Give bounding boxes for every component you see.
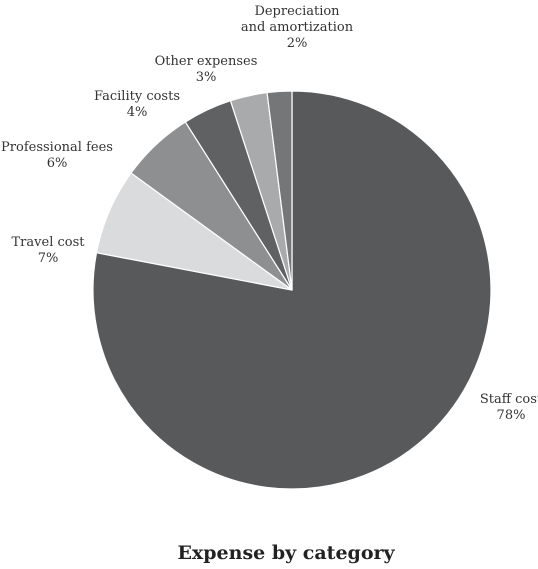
slice-percent-label: 3% <box>196 70 217 85</box>
slice-category-label: Professional fees <box>1 140 113 155</box>
slice-label-staff-cost: Staff cost 78% <box>480 392 538 423</box>
pie-slice-staff-cost <box>92 90 492 490</box>
chart-title: Expense by category <box>177 542 395 564</box>
slice-label-facility-costs: Facility costs 4% <box>94 89 180 120</box>
slice-label-depreciation-and-amortization: Depreciation and amortization 2% <box>241 4 354 51</box>
slice-percent-label: 2% <box>287 36 308 51</box>
slice-category-label: Staff cost <box>480 392 538 407</box>
slice-category-label: Other expenses <box>155 54 258 69</box>
slice-category-label: Travel cost <box>12 235 86 250</box>
slice-label-professional-fees: Professional fees 6% <box>1 140 113 171</box>
slice-percent-label: 6% <box>47 156 68 171</box>
slice-percent-label: 78% <box>497 408 526 423</box>
slice-category-label: and amortization <box>241 20 354 35</box>
slice-percent-label: 4% <box>127 105 148 120</box>
pie-labels: Staff cost 78% Travel cost 7% Professional f… <box>1 4 538 423</box>
pie-slices <box>92 90 492 490</box>
slice-category-label: Facility costs <box>94 89 180 104</box>
slice-label-travel-cost: Travel cost 7% <box>12 235 86 266</box>
slice-label-other-expenses: Other expenses 3% <box>155 54 258 85</box>
slice-category-label: Depreciation <box>254 4 340 19</box>
slice-percent-label: 7% <box>38 251 59 266</box>
pie-slice-depreciation-and-amortization <box>266 90 293 291</box>
